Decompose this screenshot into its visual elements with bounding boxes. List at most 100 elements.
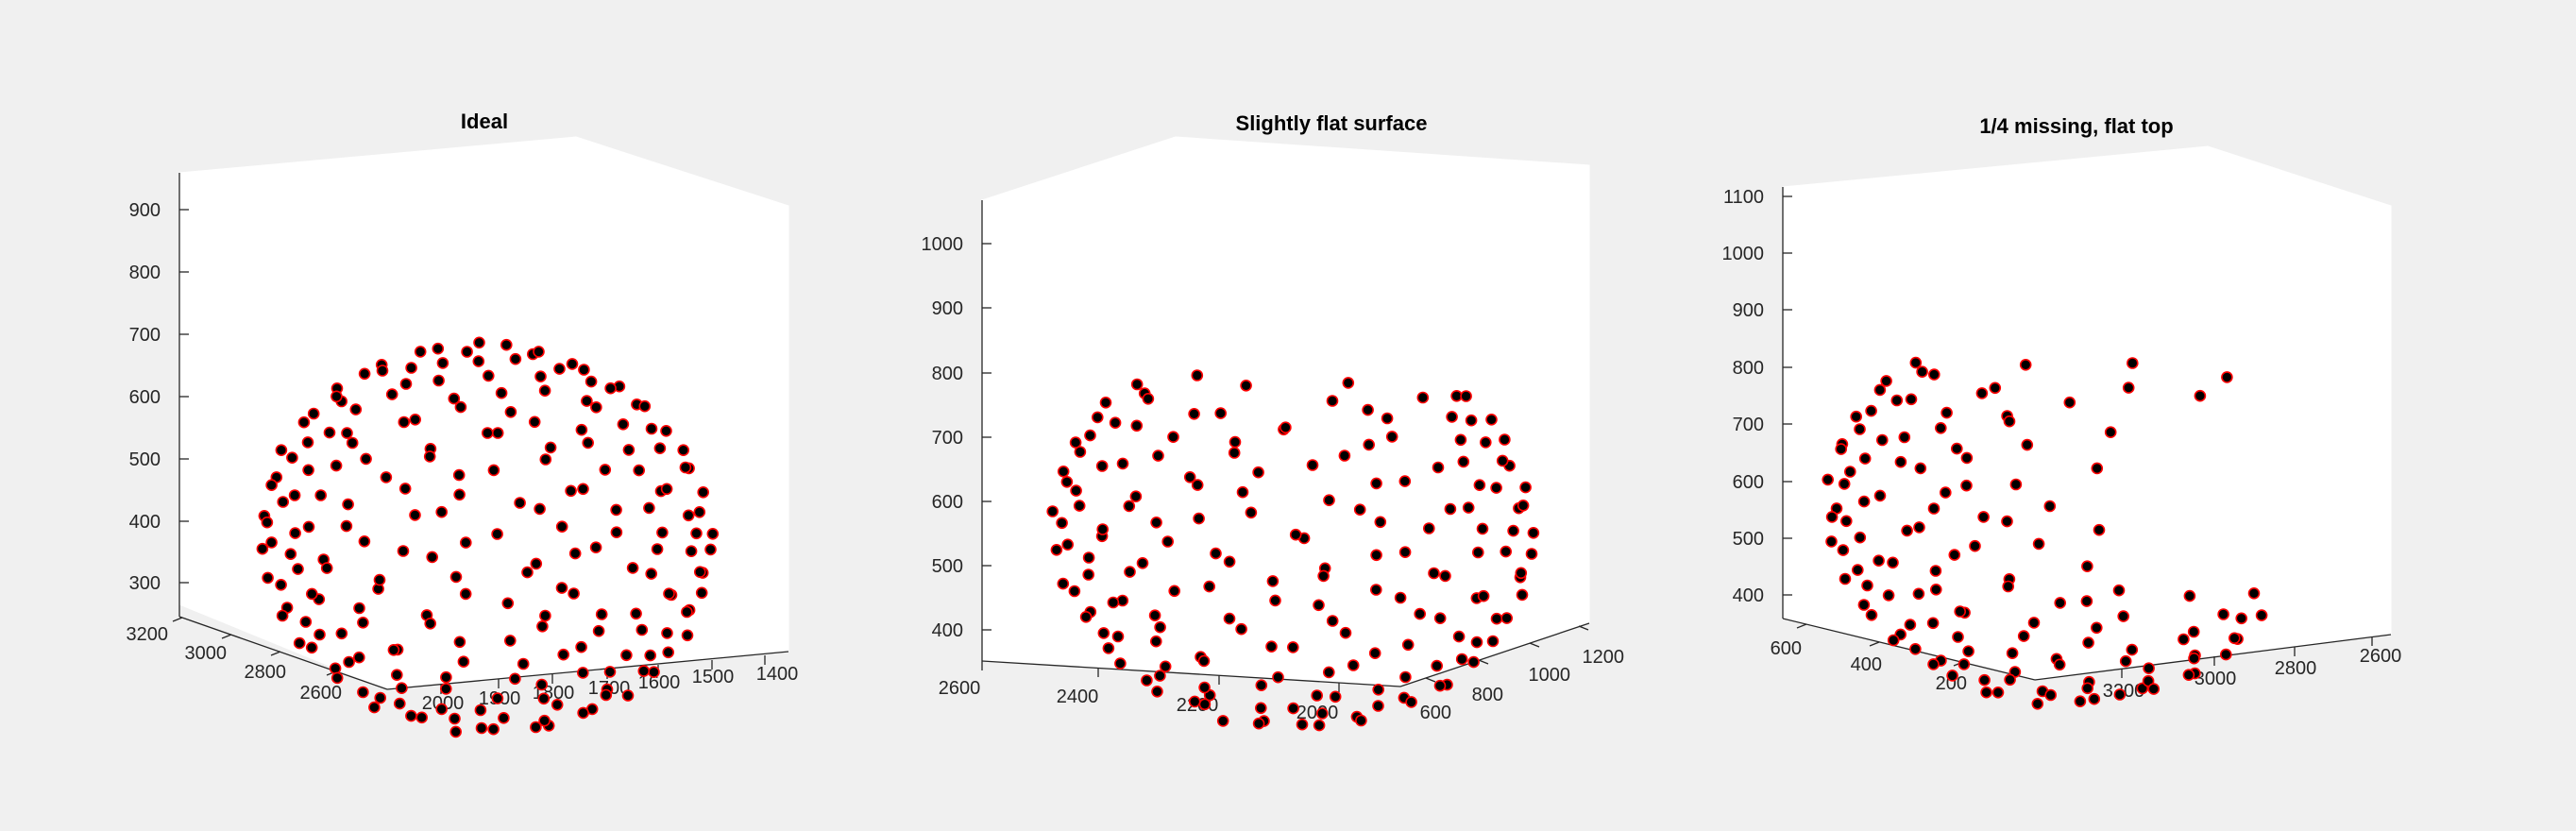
scatter-point (1313, 719, 1326, 732)
y-tick-label: 200 (1936, 673, 1967, 694)
scatter-point (357, 616, 369, 629)
scatter-point (568, 547, 582, 560)
scatter-point (600, 688, 613, 702)
x-ticks: 3200 3000 2800 2600 (2103, 636, 2401, 702)
scatter-point (299, 616, 313, 628)
scatter-point (1861, 579, 1873, 592)
scatter-point (1515, 567, 1528, 580)
scatter-point (1289, 528, 1302, 541)
scatter-point (353, 602, 365, 615)
scatter-point (2221, 371, 2233, 383)
scatter-point (1951, 442, 1963, 455)
scatter-point (1839, 572, 1852, 585)
scatter-point (1050, 543, 1063, 556)
scatter-point (1372, 700, 1384, 712)
scatter-point (645, 568, 658, 580)
scatter-point (342, 498, 354, 511)
scatter-point (474, 704, 487, 717)
scatter-point (1252, 466, 1264, 479)
scatter-point (2112, 584, 2126, 597)
scatter-point (1416, 391, 1430, 404)
scatter-point (1954, 605, 1966, 618)
scatter-point (1455, 653, 1468, 666)
scatter-point (1948, 549, 1961, 561)
scatter-point (2088, 692, 2101, 705)
scatter-point (1323, 666, 1335, 679)
scatter-point (1188, 407, 1200, 420)
scatter-point (1822, 473, 1834, 486)
scatter-point (681, 629, 694, 642)
scatter-point (2104, 426, 2117, 439)
z-tick-label: 500 (1733, 529, 1764, 550)
y-ticks: 600 800 1000 1200 (1420, 625, 1625, 723)
scatter-point (453, 488, 466, 501)
y-tick-mark (1578, 625, 1589, 631)
z-tick-label: 800 (129, 263, 161, 283)
scatter-point (1151, 685, 1163, 698)
scatter-point (2009, 478, 2023, 491)
scatter-point (645, 422, 658, 435)
scatter-point (2082, 636, 2094, 649)
scatter-point (1198, 681, 1211, 694)
z-tick-label: 800 (932, 364, 963, 384)
scatter-point (1316, 707, 1329, 720)
scatter-point (1914, 462, 1927, 475)
scatter-point (1102, 642, 1115, 654)
scatter-point (509, 672, 521, 686)
scatter-point (491, 528, 503, 540)
scatter-point (660, 483, 673, 496)
scatter-point (265, 536, 278, 549)
scatter-point (277, 496, 290, 508)
scatter-point (449, 725, 463, 738)
scatter-point (305, 641, 318, 654)
z-tick-label: 1000 (922, 234, 964, 255)
scatter-point (504, 405, 517, 418)
scatter-point (1930, 583, 1942, 596)
scatter-point (636, 623, 649, 636)
y-tick-label: 400 (1851, 654, 1882, 675)
y-tick-mark (1869, 641, 1880, 647)
scatter-point (1317, 569, 1330, 583)
z-tick-label: 600 (932, 492, 963, 513)
scatter-point (2188, 652, 2200, 665)
scatter-point (1142, 392, 1155, 405)
scatter-point (1223, 555, 1236, 568)
scatter-point (1114, 657, 1127, 670)
scatter-point (1887, 634, 1900, 647)
scatter-point (1952, 631, 1964, 643)
scatter-point (599, 464, 612, 476)
scatter-point (1486, 635, 1500, 648)
y-tick-label: 1200 (1583, 647, 1625, 668)
scatter-point (2187, 625, 2200, 638)
scatter-point (457, 655, 470, 669)
scatter-point (610, 526, 623, 539)
scatter-point (1873, 383, 1887, 397)
scatter-point (1235, 622, 1247, 636)
scatter-point (1909, 642, 1922, 655)
scatter-point (620, 649, 633, 662)
scatter-point (539, 609, 551, 622)
scatter-point (1940, 406, 1953, 419)
scatter-point (262, 571, 274, 585)
scatter-point (575, 640, 587, 653)
scatter-point (276, 609, 289, 622)
scatter-point (589, 541, 602, 554)
y-ticks: 2600 2800 3000 3200 (127, 617, 342, 704)
scatter-point (1109, 416, 1122, 430)
scatter-point (2053, 658, 2066, 671)
scatter-point (380, 471, 393, 483)
scatter-point (2091, 462, 2104, 475)
scatter-point (1905, 393, 1918, 406)
scatter-point (288, 489, 301, 501)
scatter-point (2247, 586, 2261, 600)
scatter-point (1084, 429, 1096, 442)
scatter-point (2043, 500, 2057, 513)
scatter-point (1490, 612, 1503, 625)
x-tick-label: 3000 (2195, 669, 2237, 689)
y-tick-label: 800 (1472, 685, 1503, 705)
scatter-point (399, 378, 413, 390)
scatter-point (685, 545, 698, 558)
scatter-point (473, 336, 485, 349)
scatter-point (1452, 630, 1466, 643)
scatter-point (1935, 421, 1947, 434)
